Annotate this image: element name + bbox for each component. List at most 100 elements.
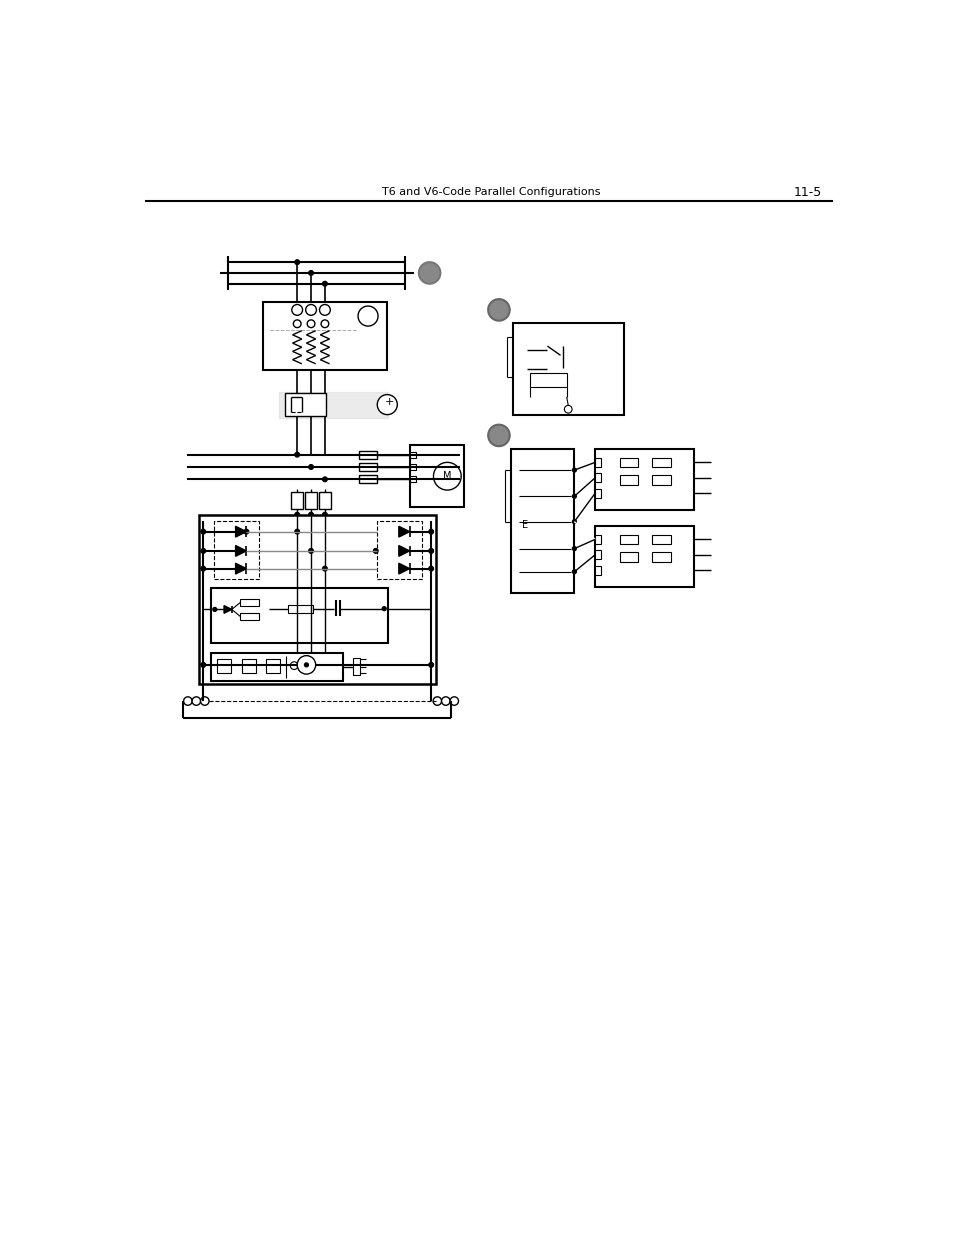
Bar (595, 566, 600, 574)
Polygon shape (398, 526, 409, 537)
Bar (410, 452, 416, 458)
Circle shape (244, 530, 249, 534)
Circle shape (450, 697, 458, 705)
Text: T6 and V6-Code Parallel Configurations: T6 and V6-Code Parallel Configurations (381, 186, 599, 198)
Bar (410, 446, 464, 508)
Circle shape (488, 299, 509, 321)
Bar (266, 658, 280, 673)
Bar (595, 535, 600, 543)
Bar (595, 550, 600, 559)
Bar (285, 393, 326, 416)
Polygon shape (398, 563, 409, 574)
Circle shape (572, 494, 576, 498)
Circle shape (294, 452, 299, 457)
Circle shape (297, 662, 305, 669)
Circle shape (294, 513, 299, 517)
Bar (211, 653, 343, 680)
Circle shape (201, 662, 205, 667)
Bar (305, 492, 317, 509)
Bar (217, 658, 231, 673)
Bar (619, 475, 638, 484)
Circle shape (382, 606, 386, 610)
Circle shape (309, 548, 313, 553)
Circle shape (304, 663, 308, 667)
Bar (376, 521, 421, 579)
Polygon shape (235, 563, 246, 574)
Circle shape (441, 697, 450, 705)
Circle shape (429, 548, 433, 553)
Circle shape (200, 697, 209, 705)
Circle shape (293, 320, 301, 327)
Bar (595, 448, 693, 510)
Bar (619, 535, 638, 543)
Bar (262, 303, 387, 370)
Circle shape (373, 548, 377, 553)
Text: 11-5: 11-5 (793, 185, 821, 199)
Bar (410, 464, 416, 471)
Text: E: E (521, 520, 528, 531)
Bar (240, 613, 259, 620)
Circle shape (319, 305, 330, 315)
Bar (652, 475, 670, 484)
Circle shape (290, 662, 297, 669)
Circle shape (418, 262, 440, 284)
Circle shape (564, 405, 572, 412)
Circle shape (294, 259, 299, 264)
Circle shape (192, 697, 200, 705)
Circle shape (433, 462, 460, 490)
Polygon shape (235, 526, 246, 537)
Circle shape (322, 477, 327, 482)
Circle shape (305, 662, 313, 669)
Circle shape (572, 520, 576, 524)
Bar (198, 515, 436, 684)
Circle shape (322, 282, 327, 287)
Circle shape (429, 662, 433, 667)
Bar (358, 451, 376, 458)
Circle shape (433, 697, 441, 705)
Circle shape (292, 305, 302, 315)
Polygon shape (235, 546, 246, 556)
Circle shape (201, 567, 205, 571)
Circle shape (294, 530, 299, 534)
Circle shape (572, 569, 576, 573)
Bar (619, 552, 638, 562)
Circle shape (322, 513, 327, 517)
Bar (529, 373, 566, 387)
Circle shape (183, 697, 192, 705)
Circle shape (309, 464, 313, 469)
Bar (358, 475, 376, 483)
Polygon shape (224, 605, 232, 614)
Bar (213, 521, 258, 579)
Bar (291, 492, 303, 509)
Bar (595, 473, 600, 483)
Circle shape (572, 468, 576, 472)
Text: +: + (384, 396, 394, 406)
Circle shape (488, 425, 509, 446)
Circle shape (309, 513, 313, 517)
Circle shape (201, 548, 205, 553)
Bar (318, 492, 331, 509)
Circle shape (429, 530, 433, 534)
Circle shape (322, 567, 327, 571)
Bar (511, 448, 574, 593)
Bar (513, 324, 624, 415)
Circle shape (321, 320, 329, 327)
Circle shape (376, 395, 396, 415)
Bar (211, 588, 388, 643)
Circle shape (429, 567, 433, 571)
Circle shape (213, 608, 216, 611)
Circle shape (307, 320, 314, 327)
Text: M: M (442, 472, 451, 482)
Bar (652, 535, 670, 543)
Circle shape (309, 270, 313, 275)
Bar (288, 605, 313, 613)
Bar (595, 489, 600, 498)
Circle shape (297, 656, 315, 674)
Polygon shape (398, 546, 409, 556)
Bar (241, 658, 255, 673)
Bar (652, 458, 670, 467)
Bar (353, 658, 360, 674)
Bar (410, 477, 416, 483)
Bar (595, 526, 693, 587)
Bar (652, 552, 670, 562)
